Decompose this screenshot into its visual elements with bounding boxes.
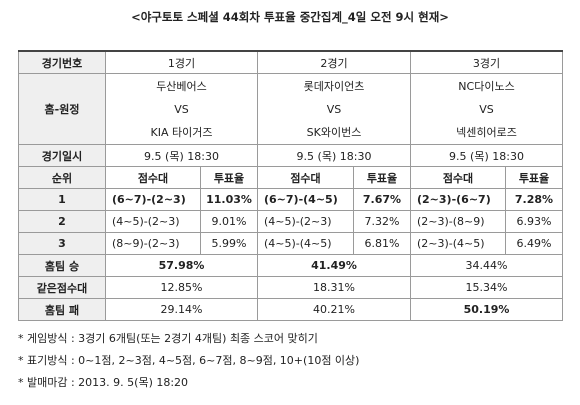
team-line: 넥센히어로즈 xyxy=(456,125,517,139)
team-line: 롯데자이언츠 xyxy=(303,79,365,93)
table-row: 3 (8~9)-(2~3) 5.99% (4~5)-(4~5) 6.81% (2~3)-(… xyxy=(18,232,563,255)
table-cell: 15.34% xyxy=(410,276,563,299)
table-row: 경기번호 1경기 2경기 3경기 xyxy=(18,50,563,74)
table-row: 홈팀 승 57.98% 41.49% 34.44% xyxy=(18,254,563,277)
notes: * 게임방식 : 3경기 6개팀(또는 2경기 4개팀) 최종 스코어 맞히기 *… xyxy=(18,328,359,394)
table-cell: 경기일시 xyxy=(18,144,106,167)
table-cell: 점수대 xyxy=(410,166,506,189)
table-cell: 9.5 (목) 18:30 xyxy=(105,144,258,167)
table-cell: 두산베어스 VS KIA 타이거즈 xyxy=(105,73,258,145)
table-cell: 11.03% xyxy=(200,188,258,211)
table-cell: (2~3)-(8~9) xyxy=(410,210,506,233)
table-cell: (4~5)-(2~3) xyxy=(105,210,201,233)
table-cell: 29.14% xyxy=(105,298,258,321)
table-cell: 순위 xyxy=(18,166,106,189)
table-cell: 9.5 (목) 18:30 xyxy=(410,144,563,167)
table-cell: 40.21% xyxy=(257,298,411,321)
table-row: 경기일시 9.5 (목) 18:30 9.5 (목) 18:30 9.5 (목) 18… xyxy=(18,144,563,167)
table-cell: 투표율 xyxy=(505,166,563,189)
table-cell: 7.67% xyxy=(353,188,411,211)
team-line: NC다이노스 xyxy=(458,79,515,93)
table-cell: 경기번호 xyxy=(18,50,106,74)
note: * 표기방식 : 0~1점, 2~3점, 4~5점, 6~7점, 8~9점, 1… xyxy=(18,354,360,367)
table-row: 순위 점수대 투표율 점수대 투표율 점수대 투표율 xyxy=(18,166,563,189)
table-cell: 롯데자이언츠 VS SK와이번스 xyxy=(257,73,411,145)
table-cell: NC다이노스 VS 넥센히어로즈 xyxy=(410,73,563,145)
table-cell: 같은점수대 xyxy=(18,276,106,299)
table-cell: 홈-원정 xyxy=(18,73,106,145)
table-cell: 홈팀 패 xyxy=(18,298,106,321)
table-cell: (2~3)-(4~5) xyxy=(410,232,506,255)
table-cell: 홈팀 승 xyxy=(18,254,106,277)
table-row: 2 (4~5)-(2~3) 9.01% (4~5)-(2~3) 7.32% (2~3)-(… xyxy=(18,210,563,233)
table-cell: 3경기 xyxy=(410,50,563,74)
table-cell: 3 xyxy=(18,232,106,255)
table-row: 홈팀 패 29.14% 40.21% 50.19% xyxy=(18,298,563,321)
table-cell: (6~7)-(2~3) xyxy=(105,188,201,211)
team-line: 두산베어스 xyxy=(156,79,207,93)
table-row: 홈-원정 두산베어스 VS KIA 타이거즈 롯데자이언츠 VS SK와이번스 NC다이노스 V… xyxy=(18,73,563,145)
team-line: VS xyxy=(479,102,494,116)
table-cell: (4~5)-(2~3) xyxy=(257,210,354,233)
table-cell: 41.49% xyxy=(257,254,411,277)
table-cell: 9.5 (목) 18:30 xyxy=(257,144,411,167)
title: <야구토토 스페셜 44회차 투표율 중간집계_4일 오전 9시 현재> xyxy=(131,10,449,24)
table-cell: 34.44% xyxy=(410,254,563,277)
team-line: SK와이번스 xyxy=(306,125,362,139)
table-cell: 12.85% xyxy=(105,276,258,299)
table-cell: 6.49% xyxy=(505,232,563,255)
table-cell: 2경기 xyxy=(257,50,411,74)
table-cell: 6.81% xyxy=(353,232,411,255)
table-cell: 7.28% xyxy=(505,188,563,211)
table-row: 같은점수대 12.85% 18.31% 15.34% xyxy=(18,276,563,299)
table-cell: 1경기 xyxy=(105,50,258,74)
team-line: KIA 타이거즈 xyxy=(150,125,213,139)
table-cell: 18.31% xyxy=(257,276,411,299)
table-cell: 5.99% xyxy=(200,232,258,255)
table-cell: 57.98% xyxy=(105,254,258,277)
table-cell: 점수대 xyxy=(257,166,354,189)
table-cell: 50.19% xyxy=(410,298,563,321)
team-line: VS xyxy=(174,102,189,116)
table-cell: 2 xyxy=(18,210,106,233)
team-line: VS xyxy=(326,102,342,116)
table-cell: 9.01% xyxy=(200,210,258,233)
note: * 발매마감 : 2013. 9. 5(목) 18:20 xyxy=(18,376,189,389)
table-cell: (6~7)-(4~5) xyxy=(257,188,354,211)
table-cell: (8~9)-(2~3) xyxy=(105,232,201,255)
table-cell: 투표율 xyxy=(353,166,411,189)
table-cell: 7.32% xyxy=(353,210,411,233)
vote-table: 경기번호 1경기 2경기 3경기 홈-원정 두산베어스 VS KIA 타이거즈 롯데자이언츠 VS… xyxy=(18,50,563,321)
table-row: 1 (6~7)-(2~3) 11.03% (6~7)-(4~5) 7.67% (2~3)-… xyxy=(18,188,563,211)
note: * 게임방식 : 3경기 6개팀(또는 2경기 4개팀) 최종 스코어 맞히기 xyxy=(18,332,318,345)
table-cell: 투표율 xyxy=(200,166,258,189)
table-cell: 1 xyxy=(18,188,106,211)
table-cell: (4~5)-(4~5) xyxy=(257,232,354,255)
table-cell: 점수대 xyxy=(105,166,201,189)
table-cell: (2~3)-(6~7) xyxy=(410,188,506,211)
table-cell: 6.93% xyxy=(505,210,563,233)
